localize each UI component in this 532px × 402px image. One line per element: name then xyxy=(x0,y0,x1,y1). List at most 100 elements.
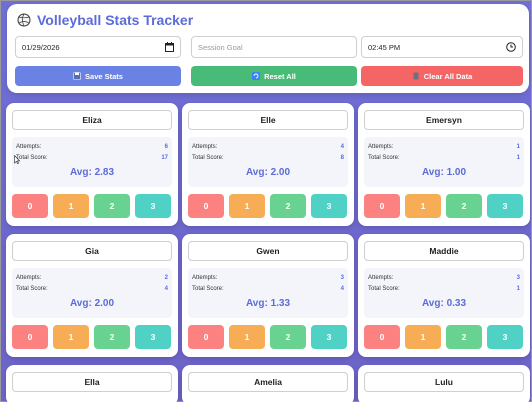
score-0-button[interactable]: 0 xyxy=(12,325,48,349)
player-stats: Attempts: 1 Total Score: 1 Avg: 1.00 xyxy=(364,137,524,187)
score-buttons: 0 1 2 3 xyxy=(364,325,524,349)
trash-icon xyxy=(412,72,419,80)
clear-all-data-label: Clear All Data xyxy=(423,71,473,81)
score-0-button[interactable]: 0 xyxy=(188,325,224,349)
score-1-button[interactable]: 1 xyxy=(229,325,265,349)
player-name-input[interactable]: Gia xyxy=(12,241,172,261)
score-3-button[interactable]: 3 xyxy=(487,194,523,218)
attempts-line: Attempts: 3 xyxy=(192,275,344,281)
total-score-line: Total Score: 1 xyxy=(368,155,520,161)
player-name-input[interactable]: Lulu xyxy=(364,372,524,392)
attempts-value: 6 xyxy=(164,144,168,150)
score-3-button[interactable]: 3 xyxy=(135,325,171,349)
score-3-button[interactable]: 3 xyxy=(135,194,171,218)
player-name-input[interactable]: Emersyn xyxy=(364,110,524,130)
player-name-input[interactable]: Ella xyxy=(12,372,172,392)
volleyball-icon xyxy=(17,13,31,27)
player-name-input[interactable]: Gwen xyxy=(188,241,348,261)
score-2-button[interactable]: 2 xyxy=(94,325,130,349)
score-2-button[interactable]: 2 xyxy=(270,325,306,349)
score-buttons: 0 1 2 3 xyxy=(364,194,524,218)
total-score-line: Total Score: 8 xyxy=(192,155,344,161)
total-score-value: 4 xyxy=(340,286,344,292)
score-1-button[interactable]: 1 xyxy=(53,325,89,349)
player-card-gia: Gia Attempts: 2 Total Score: 4 Avg: 2.00… xyxy=(6,234,178,357)
score-0-button[interactable]: 0 xyxy=(364,194,400,218)
player-card-elle: Elle Attempts: 4 Total Score: 8 Avg: 2.0… xyxy=(182,103,354,226)
total-score-value: 4 xyxy=(164,286,168,292)
score-1-button[interactable]: 1 xyxy=(53,194,89,218)
clear-all-data-button[interactable]: Clear All Data xyxy=(361,66,523,86)
total-score-label: Total Score: xyxy=(368,155,400,161)
total-score-label: Total Score: xyxy=(192,155,224,161)
total-score-line: Total Score: 4 xyxy=(192,286,344,292)
score-1-button[interactable]: 1 xyxy=(405,194,441,218)
player-card-lulu: Lulu xyxy=(358,365,530,402)
session-goal-input[interactable]: Session Goal xyxy=(191,36,357,58)
attempts-value: 1 xyxy=(516,144,520,150)
player-name-input[interactable]: Eliza xyxy=(12,110,172,130)
total-score-label: Total Score: xyxy=(368,286,400,292)
score-buttons: 0 1 2 3 xyxy=(12,325,172,349)
total-score-label: Total Score: xyxy=(16,286,48,292)
score-3-button[interactable]: 3 xyxy=(311,325,347,349)
session-goal-placeholder: Session Goal xyxy=(198,42,243,52)
player-card-amelia: Amelia xyxy=(182,365,354,402)
total-score-line: Total Score: 1 xyxy=(368,286,520,292)
player-name-input[interactable]: Elle xyxy=(188,110,348,130)
player-name-input[interactable]: Amelia xyxy=(188,372,348,392)
attempts-value: 4 xyxy=(340,144,344,150)
refresh-icon xyxy=(252,72,261,80)
score-1-button[interactable]: 1 xyxy=(229,194,265,218)
average-value: Avg: 1.00 xyxy=(421,167,467,178)
score-2-button[interactable]: 2 xyxy=(270,194,306,218)
attempts-label: Attempts: xyxy=(192,144,218,150)
score-2-button[interactable]: 2 xyxy=(94,194,130,218)
score-3-button[interactable]: 3 xyxy=(487,325,523,349)
total-score-line: Total Score: 17 xyxy=(16,155,168,161)
header-card: Volleyball Stats Tracker 01/29/2026 Sess… xyxy=(7,4,529,93)
player-stats: Attempts: 3 Total Score: 1 Avg: 0.33 xyxy=(364,268,524,318)
average-value: Avg: 0.33 xyxy=(421,298,467,309)
average-value: Avg: 2.00 xyxy=(69,298,115,309)
calendar-icon[interactable] xyxy=(165,42,174,52)
attempts-label: Attempts: xyxy=(368,144,394,150)
player-card-ella: Ella xyxy=(6,365,178,402)
attempts-line: Attempts: 6 xyxy=(16,144,168,150)
score-2-button[interactable]: 2 xyxy=(446,194,482,218)
score-buttons: 0 1 2 3 xyxy=(188,325,348,349)
mouse-cursor-icon xyxy=(14,155,20,164)
score-2-button[interactable]: 2 xyxy=(446,325,482,349)
player-name-input[interactable]: Maddie xyxy=(364,241,524,261)
score-buttons: 0 1 2 3 xyxy=(12,194,172,218)
average-value: Avg: 2.00 xyxy=(245,167,291,178)
attempts-value: 3 xyxy=(516,275,520,281)
player-card-gwen: Gwen Attempts: 3 Total Score: 4 Avg: 1.3… xyxy=(182,234,354,357)
average-value: Avg: 2.83 xyxy=(69,167,115,178)
total-score-value: 1 xyxy=(516,155,520,161)
total-score-value: 8 xyxy=(340,155,344,161)
average-value: Avg: 1.33 xyxy=(245,298,291,309)
action-buttons: Save Stats Reset All Clear All Data xyxy=(15,66,523,86)
time-input[interactable]: 02:45 PM xyxy=(361,36,523,58)
floppy-disk-icon xyxy=(73,72,81,80)
total-score-value: 1 xyxy=(516,286,520,292)
attempts-value: 2 xyxy=(164,275,168,281)
save-stats-button[interactable]: Save Stats xyxy=(15,66,181,86)
reset-all-label: Reset All xyxy=(264,71,296,81)
player-stats: Attempts: 2 Total Score: 4 Avg: 2.00 xyxy=(12,268,172,318)
attempts-line: Attempts: 4 xyxy=(192,144,344,150)
player-stats: Attempts: 3 Total Score: 4 Avg: 1.33 xyxy=(188,268,348,318)
attempts-label: Attempts: xyxy=(192,275,218,281)
score-0-button[interactable]: 0 xyxy=(188,194,224,218)
clock-icon[interactable] xyxy=(506,42,516,52)
score-0-button[interactable]: 0 xyxy=(12,194,48,218)
player-card-eliza: Eliza Attempts: 6 Total Score: 17 Avg: 2… xyxy=(6,103,178,226)
score-1-button[interactable]: 1 xyxy=(405,325,441,349)
player-stats: Attempts: 6 Total Score: 17 Avg: 2.83 xyxy=(12,137,172,187)
score-3-button[interactable]: 3 xyxy=(311,194,347,218)
score-0-button[interactable]: 0 xyxy=(364,325,400,349)
session-inputs: 01/29/2026 Session Goal 02:45 PM xyxy=(15,36,523,58)
date-input[interactable]: 01/29/2026 xyxy=(15,36,181,58)
reset-all-button[interactable]: Reset All xyxy=(191,66,357,86)
